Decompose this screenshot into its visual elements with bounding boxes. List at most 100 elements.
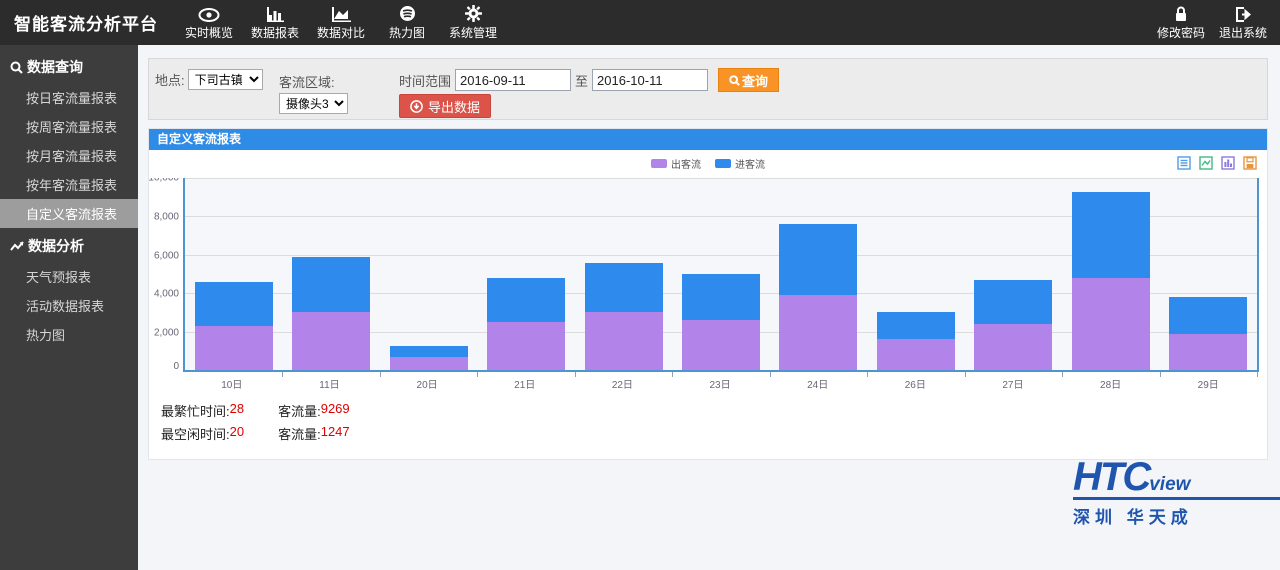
bar-group-11日[interactable] [282,178,379,370]
bar-group-29日[interactable] [1160,178,1257,370]
topbar: 智能客流分析平台 实时概览 数据报表 数据对比 热力图 [0,0,1280,45]
bar-group-20日[interactable] [380,178,477,370]
bar-segment-出客流 [877,339,955,370]
bar-segment-出客流 [585,312,663,370]
sidebar-item-yearly-report[interactable]: 按年客流量报表 [0,170,138,199]
bar-segment-进客流 [682,274,760,320]
bar-chart-icon [266,5,284,22]
bar-group-23日[interactable] [672,178,769,370]
to-label: 至 [575,71,588,90]
stats-block: 最繁忙时间: 28 客流量: 9269 最空闲时间: 20 客流量: 1247 [149,391,1267,459]
data-view-icon[interactable] [1176,155,1191,170]
sign-out-icon [1235,5,1251,22]
sidebar-item-heatmap[interactable]: 热力图 [0,320,138,349]
bar-group-28日[interactable] [1062,178,1159,370]
x-tick-label: 24日 [769,376,867,391]
bar-segment-出客流 [390,357,468,370]
save-image-icon[interactable] [1242,155,1257,170]
chart-panel: 自定义客流报表 出客流 进客流 [148,128,1268,460]
logo-text-sub: view [1149,474,1190,496]
bar-segment-进客流 [487,278,565,322]
bar-segment-进客流 [779,224,857,295]
switch-to-bar-icon[interactable] [1220,155,1235,170]
x-tick-label: 11日 [281,376,379,391]
bar-segment-进客流 [1072,192,1150,278]
switch-to-line-icon[interactable] [1198,155,1213,170]
sidebar-item-weather-report[interactable]: 天气预报表 [0,262,138,291]
location-select[interactable]: 下司古镇 [188,69,263,90]
sidebar-item-daily-report[interactable]: 按日客流量报表 [0,83,138,112]
menu-item-heatmap[interactable]: 热力图 [374,0,440,45]
menu-item-realtime-overview[interactable]: 实时概览 [176,0,242,45]
x-tick-label: 21日 [476,376,574,391]
x-tick-label: 27日 [964,376,1062,391]
busiest-time-label: 最繁忙时间: [161,401,230,420]
sidebar-item-activity-report[interactable]: 活动数据报表 [0,291,138,320]
panel-title: 自定义客流报表 [149,129,1267,150]
search-icon [729,75,740,86]
bar-segment-出客流 [1072,278,1150,370]
legend-item-inflow[interactable]: 进客流 [715,156,765,171]
date-from-input[interactable] [455,69,571,91]
bar-segment-出客流 [779,295,857,370]
bar-segment-进客流 [585,263,663,313]
bar-group-27日[interactable] [965,178,1062,370]
time-range-label: 时间范围 [399,71,451,90]
logo-caption: 深圳 华天成 [1073,503,1280,528]
menu-item-data-compare[interactable]: 数据对比 [308,0,374,45]
idlest-flow-label: 客流量: [278,424,321,443]
flow-area-label: 客流区域: [279,72,335,91]
menu-item-system-admin[interactable]: 系统管理 [440,0,506,45]
topbar-right: 修改密码 退出系统 [1150,5,1280,41]
bar-segment-出客流 [195,326,273,370]
plot-area [183,178,1259,372]
app-title: 智能客流分析平台 [0,10,176,35]
sidebar-section-data-analysis: 数据分析 [0,228,138,262]
inflow-swatch [715,159,731,168]
main-content: 地点: 下司古镇 客流区域: 摄像头3 时间范围 至 查询 导出数据 [138,45,1280,570]
busiest-flow-label: 客流量: [278,401,321,420]
export-data-button[interactable]: 导出数据 [399,94,491,118]
bar-segment-进客流 [195,282,273,326]
location-label: 地点: [155,70,185,89]
heatmap-icon [399,5,416,22]
busiest-time-value: 28 [230,401,244,420]
date-to-input[interactable] [592,69,708,91]
change-password-button[interactable]: 修改密码 [1150,5,1212,41]
legend-item-outflow[interactable]: 出客流 [651,156,701,171]
busiest-flow-value: 9269 [321,401,350,420]
idlest-time-value: 20 [230,424,244,443]
sidebar-item-custom-report[interactable]: 自定义客流报表 [0,199,138,228]
bar-segment-出客流 [682,320,760,370]
download-icon [410,100,423,113]
bar-group-24日[interactable] [770,178,867,370]
query-button[interactable]: 查询 [718,68,779,92]
x-tick-label: 20日 [378,376,476,391]
filter-bar: 地点: 下司古镇 客流区域: 摄像头3 时间范围 至 查询 导出数据 [148,58,1268,120]
bar-group-10日[interactable] [185,178,282,370]
sidebar-item-monthly-report[interactable]: 按月客流量报表 [0,141,138,170]
company-logo: HTC view 深圳 华天成 [1073,457,1280,528]
bar-group-26日[interactable] [867,178,964,370]
bar-segment-出客流 [487,322,565,370]
x-tick-label: 29日 [1159,376,1257,391]
logout-button[interactable]: 退出系统 [1212,5,1274,41]
sidebar-item-weekly-report[interactable]: 按周客流量报表 [0,112,138,141]
idlest-time-label: 最空闲时间: [161,424,230,443]
eye-icon [198,5,220,22]
outflow-swatch [651,159,667,168]
x-tick-label: 10日 [183,376,281,391]
top-menu: 实时概览 数据报表 数据对比 热力图 系统管理 [176,0,506,45]
x-tick-label: 23日 [671,376,769,391]
bar-group-21日[interactable] [477,178,574,370]
bar-segment-出客流 [1169,334,1247,370]
bar-segment-进客流 [292,257,370,313]
area-chart-icon [331,5,351,22]
x-tick-label: 28日 [1062,376,1160,391]
bar-group-22日[interactable] [575,178,672,370]
y-axis: 02,0004,0006,0008,00010,000 [149,178,183,372]
bar-segment-进客流 [1169,297,1247,333]
menu-item-data-report[interactable]: 数据报表 [242,0,308,45]
x-tick-label: 22日 [574,376,672,391]
camera-select[interactable]: 摄像头3 [279,93,348,114]
